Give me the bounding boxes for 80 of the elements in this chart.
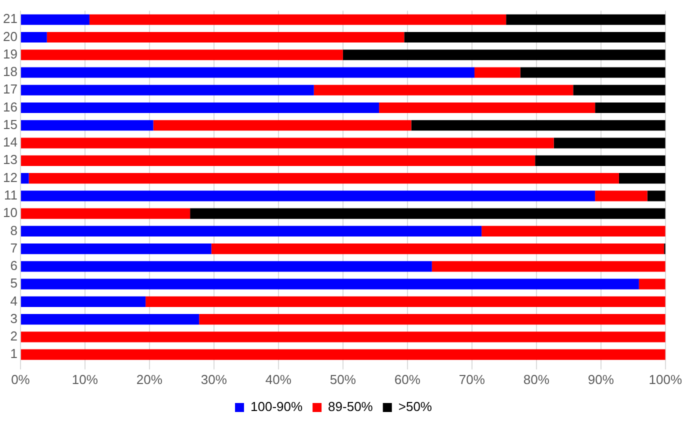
bar [20,314,200,325]
bar [20,244,212,254]
y-tick-label: 13 [2,152,18,168]
bar [20,261,432,272]
bar [20,102,380,114]
bar [404,32,666,43]
y-tick-label: 15 [2,116,18,132]
y-tick-label: 17 [2,82,18,97]
bar [432,261,666,272]
bar [190,208,666,219]
bar [20,32,47,43]
bar [482,226,666,236]
bar [20,332,666,342]
bar [28,172,619,184]
x-tick-label: 40% [265,372,292,387]
legend-label: >50% [398,399,432,414]
legend-label: 89-50% [328,399,374,414]
x-tick-label: 30% [200,372,228,387]
bar [595,102,666,114]
bar [573,84,666,96]
bar [20,278,639,290]
bar [20,208,190,219]
bar [506,14,666,25]
y-tick-label: 10 [2,205,18,220]
y-tick-label: 19 [2,46,18,62]
y-tick-label: 1 [10,346,18,362]
bar [89,14,506,25]
y-tick-label: 11 [4,187,18,202]
bar [520,67,666,78]
x-tick-label: 20% [136,372,163,387]
bar [342,50,666,60]
bar [20,14,90,25]
bar [20,50,343,60]
x-tick-label: 50% [330,372,356,387]
y-tick-label: 2 [10,328,18,344]
bar [20,155,536,166]
bar [20,67,474,78]
y-tick-label: 14 [2,134,18,150]
x-tick-label: 90% [588,372,614,387]
bar [20,190,596,202]
y-tick-label: 12 [2,170,18,185]
bar [46,32,404,43]
legend-label: 100-90% [250,399,303,414]
y-tick-label: 3 [10,310,18,326]
bar [20,138,554,148]
bar [20,84,314,96]
y-tick-label: 6 [10,258,18,274]
bar [20,226,482,236]
bar [153,120,412,131]
y-tick-label: 7 [10,240,18,256]
bar [20,349,666,360]
y-tick-label: 20 [2,28,18,44]
x-tick-label: 0% [11,372,30,387]
y-tick-label: 8 [10,222,18,238]
bar [20,296,146,307]
bar [20,172,29,184]
bar [211,244,664,254]
y-tick-label: 16 [2,99,18,114]
bar [647,190,666,202]
bar [474,67,520,78]
bar [554,138,666,148]
y-tick-label: 5 [10,276,18,291]
x-tick-label: 100% [648,372,682,387]
bar [20,120,154,131]
bar [411,120,666,131]
bar [595,190,648,202]
bar [379,102,596,114]
bar [535,155,666,166]
x-tick-label: 10% [72,372,98,387]
y-tick-label: 21 [2,11,18,26]
x-tick-label: 70% [458,372,486,387]
bar [638,278,666,290]
x-tick-label: 60% [394,372,421,387]
x-tick-label: 80% [523,372,550,387]
y-tick-label: 18 [2,64,18,80]
bar [199,314,666,325]
bar [618,172,666,184]
bar [146,296,666,307]
bar [314,84,574,96]
y-tick-label: 4 [10,293,18,308]
